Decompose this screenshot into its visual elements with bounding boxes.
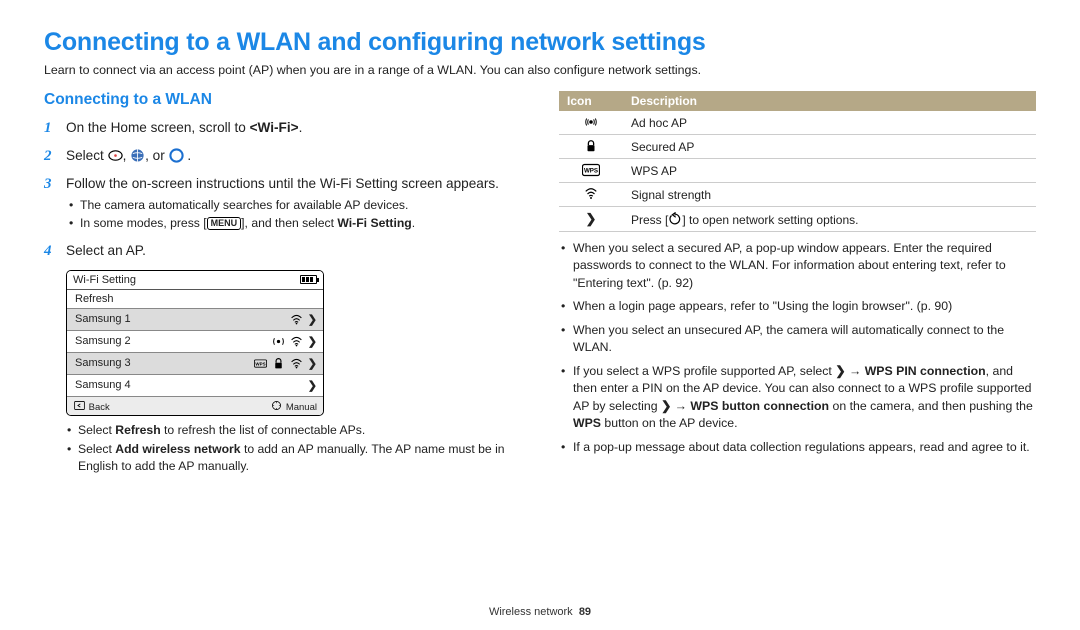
lock-icon — [272, 357, 285, 370]
table-header-icon: Icon — [559, 91, 623, 111]
table-header-desc: Description — [623, 91, 1036, 111]
step-sep: , — [123, 148, 131, 163]
table-icon-cell — [559, 183, 623, 207]
adhoc-icon — [584, 115, 598, 129]
step-1: 1 On the Home screen, scroll to <Wi-Fi>. — [44, 119, 521, 139]
battery-icon — [300, 275, 317, 284]
chevron-right-icon: ❯ — [308, 335, 317, 348]
ap-row[interactable]: Samsung 1 ❯ — [67, 309, 323, 331]
footer-section: Wireless network — [489, 606, 573, 618]
cloud-icon — [108, 148, 123, 163]
step-3: 3 Follow the on-screen instructions unti… — [44, 175, 521, 235]
footer-page-number: 89 — [579, 606, 591, 618]
chevron-right-icon: ❯ — [308, 379, 317, 392]
right-column: Icon Description Ad hoc AP Secured AP WP… — [559, 91, 1036, 476]
svg-text:WPS: WPS — [584, 168, 598, 175]
back-icon — [73, 399, 86, 412]
step-text: Select an AP. — [66, 242, 521, 262]
wps-icon: WPS — [254, 357, 267, 370]
sub-bullet: Select Add wireless network to add an AP… — [78, 441, 521, 475]
chevron-right-icon: ❯ — [586, 211, 597, 226]
wifi-icon — [584, 187, 598, 201]
globe-icon — [130, 148, 145, 163]
step-sep: , or — [145, 148, 168, 163]
table-desc: Signal strength — [623, 183, 1036, 207]
panel-back[interactable]: Back — [73, 399, 110, 413]
ap-name: Samsung 3 — [75, 357, 131, 369]
bullet-item: When you select a secured AP, a pop-up w… — [559, 240, 1036, 292]
table-icon-cell: ❯ — [559, 207, 623, 232]
manual-label: Manual — [286, 402, 317, 413]
wifi-bold: <Wi-Fi> — [250, 120, 299, 135]
chevron-right-icon: ❯ — [308, 313, 317, 326]
wps-icon: WPS — [582, 163, 600, 177]
wifi-setting-bold: Wi-Fi Setting — [337, 216, 411, 230]
section-heading: Connecting to a WLAN — [44, 91, 521, 109]
ap-row[interactable]: Samsung 3 WPS ❯ — [67, 353, 323, 375]
ap-name: Samsung 2 — [75, 335, 131, 347]
step-number: 2 — [44, 147, 66, 167]
lock-icon — [584, 139, 598, 153]
chevron-right-icon: ❯ — [835, 364, 845, 378]
step-text: On the Home screen, scroll to — [66, 120, 250, 135]
table-icon-cell — [559, 135, 623, 159]
step-number: 3 — [44, 175, 66, 235]
sub-text: ], and then select — [241, 216, 337, 230]
chevron-right-icon: ❯ — [308, 357, 317, 370]
ap-row[interactable]: Samsung 2 ❯ — [67, 331, 323, 353]
refresh-icon — [668, 212, 682, 226]
sub-text: In some modes, press [ — [80, 216, 207, 230]
wifi-setting-panel: Wi-Fi Setting Refresh Samsung 1 ❯ Samsun… — [66, 270, 324, 416]
table-desc: Press [] to open network setting options… — [623, 207, 1036, 232]
circle-icon — [169, 148, 184, 163]
bullet-item: When you select an unsecured AP, the cam… — [559, 322, 1036, 357]
menu-key-icon: MENU — [207, 217, 242, 230]
panel-title: Wi-Fi Setting — [73, 274, 136, 286]
icon-description-table: Icon Description Ad hoc AP Secured AP WP… — [559, 91, 1036, 232]
table-icon-cell: WPS — [559, 159, 623, 183]
adhoc-icon — [272, 335, 285, 348]
page-footer: Wireless network 89 — [0, 606, 1080, 618]
table-desc: Ad hoc AP — [623, 111, 1036, 135]
chevron-right-icon: ❯ — [661, 399, 671, 413]
back-label: Back — [89, 402, 110, 413]
intro-text: Learn to connect via an access point (AP… — [44, 63, 1036, 77]
ap-name: Samsung 1 — [75, 313, 131, 325]
step-number: 4 — [44, 242, 66, 262]
page-title: Connecting to a WLAN and configuring net… — [44, 28, 1036, 57]
step-number: 1 — [44, 119, 66, 139]
svg-text:WPS: WPS — [255, 362, 265, 367]
panel-manual[interactable]: Manual — [270, 399, 317, 413]
table-desc: Secured AP — [623, 135, 1036, 159]
wifi-icon — [290, 335, 303, 348]
sub-bullet: The camera automatically searches for av… — [80, 197, 521, 214]
table-icon-cell — [559, 111, 623, 135]
table-desc: WPS AP — [623, 159, 1036, 183]
wifi-icon — [290, 357, 303, 370]
left-column: Connecting to a WLAN 1 On the Home scree… — [44, 91, 521, 476]
step-text: Select — [66, 148, 108, 163]
ap-name: Samsung 4 — [75, 379, 131, 391]
wifi-icon — [290, 313, 303, 326]
panel-refresh[interactable]: Refresh — [67, 290, 323, 309]
dpad-icon — [270, 399, 283, 412]
bullet-item: If a pop-up message about data collectio… — [559, 439, 1036, 456]
step-4: 4 Select an AP. — [44, 242, 521, 262]
bullet-item: When a login page appears, refer to "Usi… — [559, 298, 1036, 315]
step-2: 2 Select , , or . — [44, 147, 521, 167]
ap-row[interactable]: Samsung 4 ❯ — [67, 375, 323, 397]
bullet-item: If you select a WPS profile supported AP… — [559, 363, 1036, 433]
step-text: Follow the on-screen instructions until … — [66, 176, 499, 191]
sub-bullet: In some modes, press [MENU], and then se… — [80, 215, 521, 232]
sub-bullet: Select Refresh to refresh the list of co… — [78, 422, 521, 439]
step-sep: . — [184, 148, 192, 163]
